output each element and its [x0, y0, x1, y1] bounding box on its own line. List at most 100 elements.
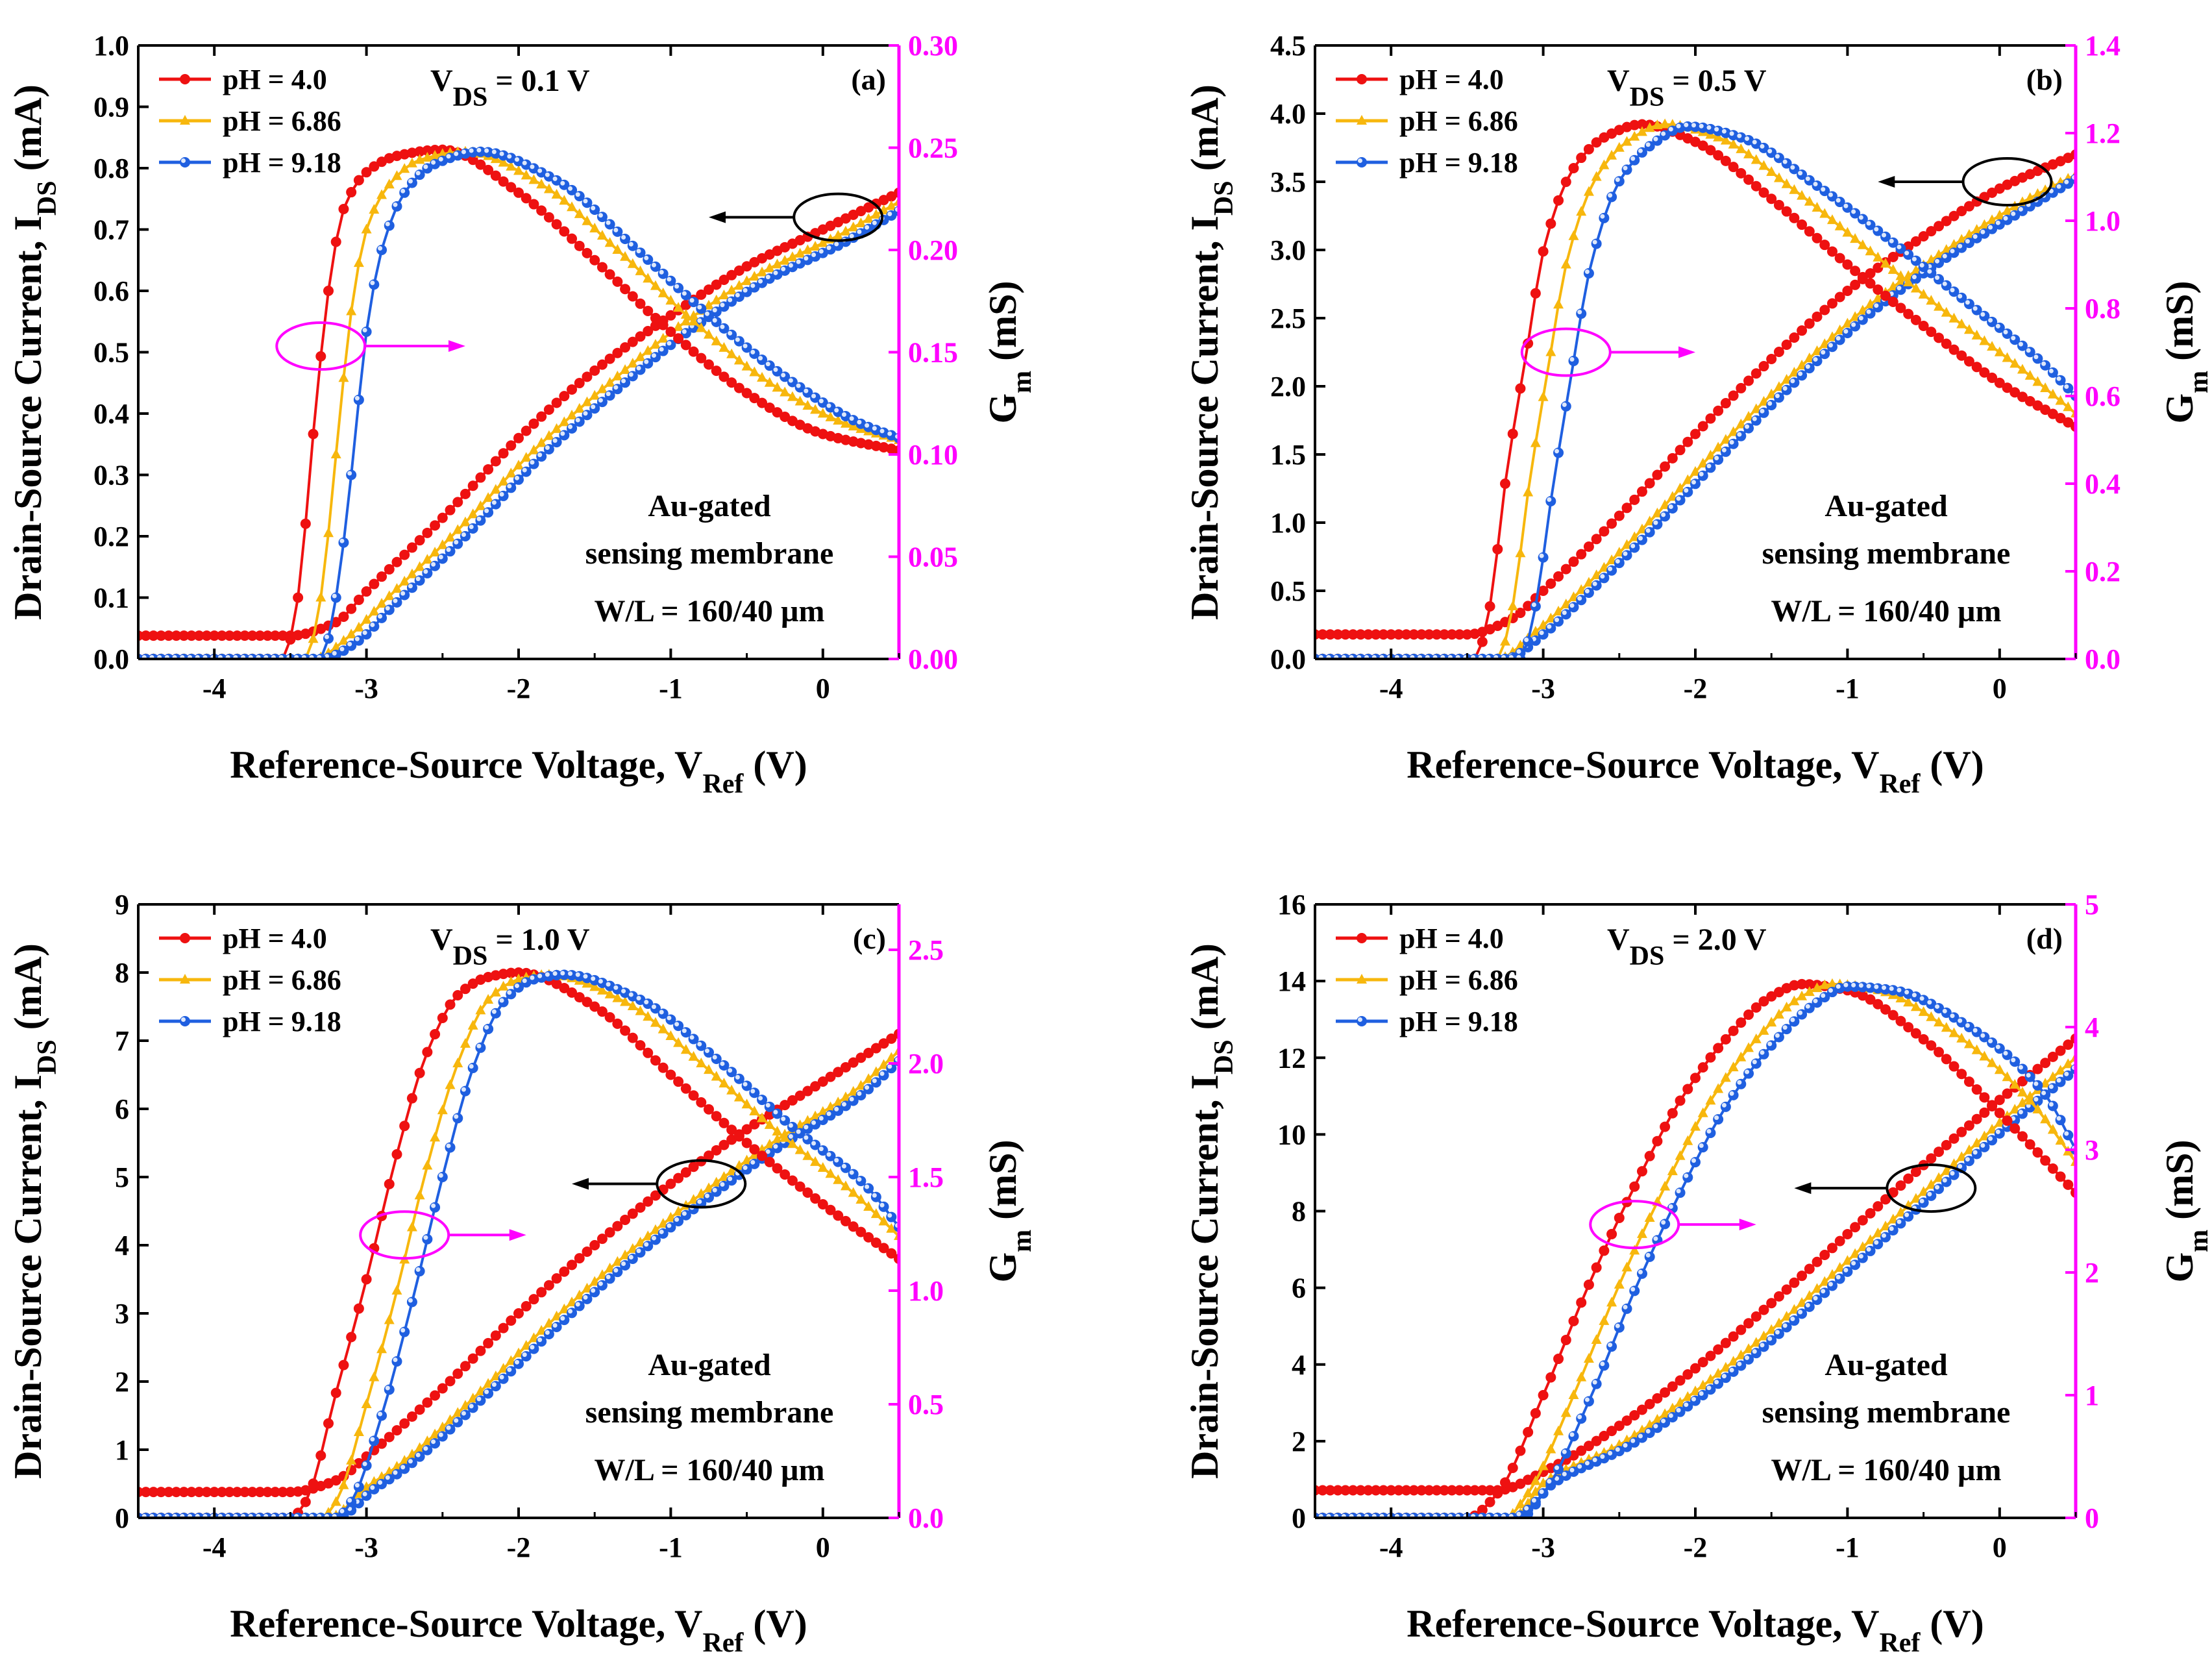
gm-series-marker-highlight [865, 423, 870, 428]
ids-series-marker [749, 271, 760, 281]
ids-series-marker [384, 564, 395, 575]
gm-series-marker-highlight [2011, 336, 2016, 341]
ids-series-marker-highlight [879, 1071, 885, 1076]
ids-series-marker [840, 225, 851, 236]
ids-series-marker [1667, 502, 1678, 514]
ids-series-marker-body [513, 474, 524, 485]
ids-series-marker [833, 1097, 844, 1107]
ids-series-marker [1826, 341, 1837, 353]
gm-series-marker-body [1636, 1268, 1647, 1279]
gm-series-marker [810, 1156, 821, 1166]
ids-series-marker [391, 1425, 402, 1436]
gm-series-marker [596, 212, 608, 223]
ids-series-marker [1781, 384, 1792, 395]
ids-series-marker-highlight [1630, 1438, 1636, 1443]
gm-series-marker [711, 1071, 722, 1081]
gm-series-marker [772, 382, 783, 392]
gm-series-marker [1934, 1047, 1945, 1058]
gm-series-marker-highlight [1790, 165, 1795, 170]
ids-series-marker [1971, 1113, 1982, 1124]
ids-series-marker [719, 1139, 730, 1150]
ids-series-marker [1667, 1402, 1678, 1413]
gm-series-marker [338, 1359, 349, 1371]
gm-series-marker-highlight [765, 362, 770, 367]
gm-series-marker-highlight [651, 262, 656, 267]
gm-series-marker-body [1576, 308, 1587, 319]
ids-series-marker [1773, 392, 1784, 403]
ids-series-marker [1826, 1269, 1837, 1279]
ids-series-marker [825, 1071, 836, 1082]
gm-series-marker [2009, 334, 2021, 345]
ids-series-marker [772, 258, 783, 269]
ids-series-marker [422, 554, 433, 564]
gm-series-marker-body [399, 1326, 410, 1337]
ids-series-marker [1956, 206, 1967, 217]
ids-series-marker [1446, 1485, 1457, 1496]
y-tick-label: 2.5 [1270, 303, 1306, 334]
annotation-line3: W/L = 160/40 µm [1771, 594, 2001, 628]
ids-series-marker-highlight [750, 1160, 756, 1165]
gm-series-marker [1781, 178, 1792, 188]
gm-series-marker-highlight [788, 1123, 793, 1128]
ids-series-marker [338, 611, 349, 622]
ids-series-marker [1812, 1283, 1823, 1293]
ids-series-marker [1347, 629, 1358, 640]
ids-series-marker [2002, 214, 2013, 225]
gm-series-marker [1758, 187, 1769, 198]
gm-series-marker [1636, 1228, 1647, 1238]
gm-series-marker [749, 1087, 760, 1098]
gm-series-marker [741, 1098, 752, 1109]
gm-series-marker-highlight [1927, 1000, 1932, 1005]
ids-series-marker [726, 296, 737, 307]
gm-series-marker [764, 377, 775, 387]
ids-series-marker [612, 370, 623, 380]
gm-series-marker-body [1568, 356, 1579, 366]
y-tick-label: 4.0 [1270, 98, 1306, 130]
left-axis-indicator-arrowhead [1878, 176, 1895, 188]
ids-series-marker [460, 516, 471, 527]
gm-series-marker [498, 980, 509, 991]
gm-series-marker [1713, 131, 1724, 142]
gm-series-marker [711, 335, 722, 345]
ids-series-marker [878, 1070, 889, 1081]
ids-series-marker-highlight [1851, 1261, 1856, 1266]
gm-series-marker [308, 428, 319, 440]
gm-series-marker [543, 971, 554, 982]
gm-series-marker [399, 187, 410, 198]
vds-label: VDS = 2.0 V [1607, 923, 1767, 971]
ids-series-marker-highlight [606, 1274, 611, 1280]
ids-series-marker-highlight [1745, 424, 1750, 429]
gm-series-marker [1599, 159, 1610, 169]
gm-series-marker [643, 1011, 654, 1021]
gm-series-marker [1614, 1278, 1625, 1289]
gm-series-marker-highlight [841, 412, 846, 417]
ids-series-marker [2063, 178, 2074, 189]
gm-series-marker [1720, 134, 1731, 145]
ids-series-marker-highlight [1980, 1143, 1985, 1148]
ids-series-marker [1948, 1169, 1960, 1180]
gm-series-marker [1477, 1504, 1488, 1515]
gm-series-marker [2002, 328, 2013, 339]
x-axis-title-sub: Ref [1879, 1628, 1921, 1658]
x-axis-title: Reference-Source Voltage, VRef (V) [230, 743, 807, 799]
ids-series-marker-highlight [1950, 1171, 1955, 1176]
ids-series-marker [764, 1139, 775, 1149]
ids-series-marker [369, 621, 380, 632]
x-tick-label: 0 [1993, 673, 2007, 704]
gm-series-marker [460, 1037, 471, 1048]
gm-series-marker [1636, 126, 1647, 136]
gm-series-marker [498, 176, 509, 187]
x-tick-label: -3 [1531, 673, 1555, 704]
gm-series-marker [1553, 1354, 1564, 1365]
ids-series-marker [1895, 1218, 1906, 1229]
ids-series-marker [521, 1301, 532, 1312]
ids-series-marker [536, 1324, 547, 1335]
ids-series-marker [2055, 1065, 2066, 1075]
gm-series-marker [1789, 164, 1800, 175]
gm-series-marker [1865, 982, 1876, 993]
gm-series-marker [1629, 155, 1640, 166]
gm-series-marker [704, 310, 714, 321]
ids-series-marker [1660, 461, 1671, 472]
gm-series-marker [1766, 991, 1777, 1002]
legend-swatch-marker [180, 157, 190, 167]
